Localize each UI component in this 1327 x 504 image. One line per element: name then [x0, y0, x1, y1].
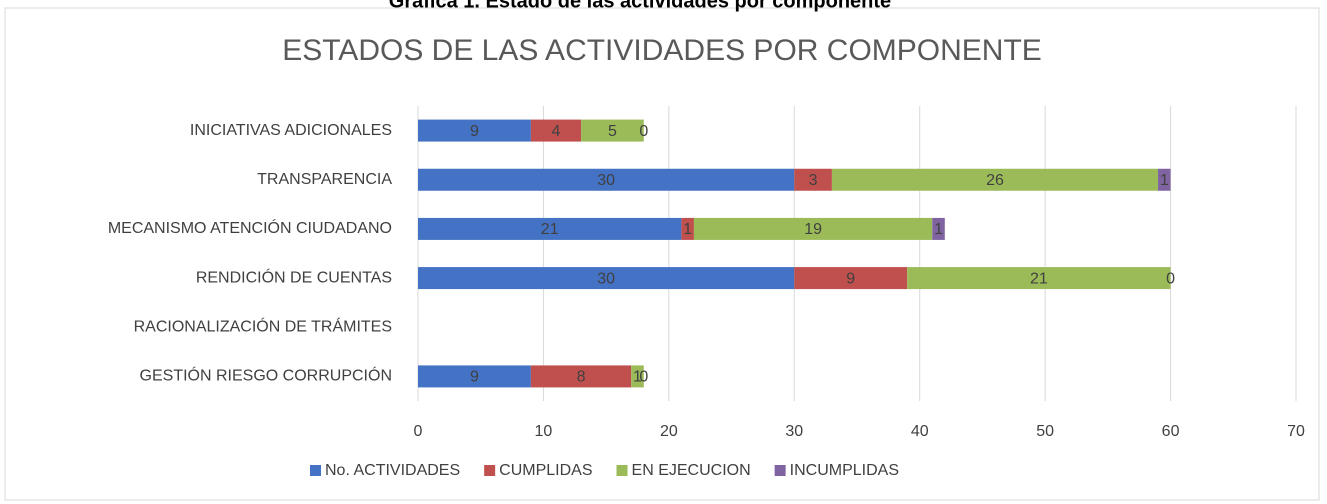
data-label: 30 — [597, 270, 615, 287]
bar-segment — [418, 217, 682, 240]
x-tick-label: 60 — [1162, 423, 1180, 440]
data-label: 30 — [597, 172, 615, 189]
bar-segment — [831, 168, 1159, 191]
bar-segment — [418, 168, 795, 191]
data-label: 1 — [1160, 172, 1169, 189]
y-tick-label: MECANISMO ATENCIÓN CIUDADANO — [108, 218, 392, 237]
data-label: 5 — [608, 123, 617, 140]
bar-segment — [693, 217, 933, 240]
x-tick-label: 0 — [414, 423, 423, 440]
data-label: 1 — [683, 221, 692, 238]
data-label: 3 — [809, 172, 818, 189]
data-label: 26 — [986, 172, 1004, 189]
bar-segment — [581, 119, 644, 142]
legend-swatch — [616, 465, 628, 476]
legend-label: CUMPLIDAS — [499, 462, 592, 479]
bar-segment — [418, 119, 531, 142]
data-label: 1 — [633, 369, 642, 386]
data-label: 9 — [846, 270, 855, 287]
data-label: 21 — [1030, 270, 1048, 287]
legend-label: No. ACTIVIDADES — [325, 462, 460, 479]
legend-swatch — [484, 465, 496, 476]
x-tick-label: 70 — [1287, 423, 1305, 440]
x-tick-label: 30 — [785, 423, 803, 440]
caption: Gráfica 1. Estado de las actividades por… — [389, 0, 891, 12]
x-tick-label: 20 — [660, 423, 678, 440]
data-label: 0 — [639, 123, 648, 140]
legend-label: INCUMPLIDAS — [790, 462, 899, 479]
bar-segment — [907, 267, 1171, 290]
x-tick-label: 40 — [911, 423, 929, 440]
bar-segment — [794, 267, 908, 290]
bar-segment — [681, 217, 694, 240]
bar-segment — [932, 217, 945, 240]
data-label: 9 — [470, 369, 479, 386]
data-label: 8 — [577, 369, 586, 386]
x-tick-label: 50 — [1036, 423, 1054, 440]
data-label: 0 — [639, 369, 648, 386]
data-label: 19 — [804, 221, 822, 238]
bar-segment — [418, 267, 795, 290]
chart-frame — [4, 7, 1320, 501]
x-tick-label: 10 — [535, 423, 553, 440]
bar-segment — [530, 365, 632, 388]
bar-segment — [1158, 168, 1171, 191]
bar-segment — [530, 119, 582, 142]
chart-title: ESTADOS DE LAS ACTIVIDADES POR COMPONENT… — [282, 34, 1042, 67]
data-label: 9 — [470, 123, 479, 140]
y-tick-label: TRANSPARENCIA — [257, 171, 392, 188]
bar-segment — [418, 365, 531, 388]
data-label: 0 — [1166, 270, 1175, 287]
y-tick-label: INICIATIVAS ADICIONALES — [190, 122, 392, 139]
bar-segment — [794, 168, 832, 191]
legend-label: EN EJECUCION — [632, 462, 751, 479]
y-tick-label: GESTIÓN RIESGO CORRUPCIÓN — [140, 366, 392, 385]
data-label: 1 — [934, 221, 943, 238]
bar-segment — [631, 365, 644, 388]
legend-swatch — [310, 465, 321, 476]
data-label: 21 — [541, 221, 559, 238]
y-tick-label: RENDICIÓN DE CUENTAS — [196, 267, 392, 286]
y-tick-label: RACIONALIZACIÓN DE TRÁMITES — [134, 316, 392, 335]
data-label: 4 — [552, 123, 561, 140]
legend-swatch — [774, 465, 786, 476]
